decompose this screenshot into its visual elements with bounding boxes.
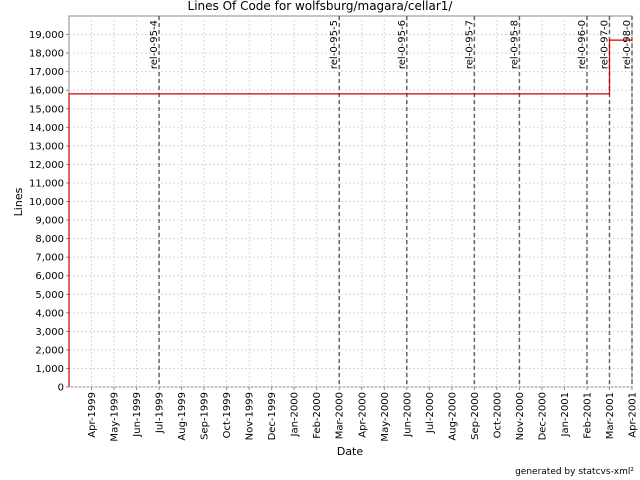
x-tick-label: Jan-2001 (560, 392, 571, 437)
y-tick-label: 0 (58, 383, 64, 394)
x-tick-label: May-1999 (110, 392, 121, 442)
release-label: rel-0-95-4 (149, 20, 160, 69)
x-tick-label: Sep-2000 (470, 392, 481, 440)
x-tick-label: Jul-1999 (155, 392, 166, 434)
x-tick-label: Dec-2000 (537, 392, 548, 440)
x-tick-label: May-2000 (380, 392, 391, 442)
x-tick-label: Mar-2001 (605, 392, 616, 439)
x-tick-label: Apr-2001 (628, 392, 639, 438)
x-tick-label: Jul-2000 (425, 392, 436, 434)
y-tick-label: 5,000 (35, 290, 64, 301)
y-tick-label: 11,000 (29, 178, 64, 189)
x-tick-label: Aug-1999 (177, 392, 188, 441)
data-line (68, 39, 632, 387)
release-label: rel-0-97-0 (599, 20, 610, 69)
y-tick-label: 4,000 (35, 308, 64, 319)
x-tick-label: Oct-1999 (222, 392, 233, 438)
x-axis-label: Date (337, 445, 364, 458)
y-tick-label: 12,000 (29, 160, 64, 171)
x-tick-label: Nov-2000 (515, 392, 526, 440)
release-label: rel-0-96-0 (577, 20, 588, 69)
y-tick-label: 10,000 (29, 197, 64, 208)
release-label: rel-0-95-8 (509, 20, 520, 69)
chart-title: Lines Of Code for wolfsburg/magara/cella… (188, 0, 454, 13)
y-tick-label: 15,000 (29, 104, 64, 115)
y-tick-label: 16,000 (29, 86, 64, 97)
x-tick-label: Apr-1999 (87, 392, 98, 438)
footer: generated by statcvs-xml² (515, 467, 634, 477)
x-tick-label: Jan-2000 (290, 392, 301, 437)
y-axis-label: Lines (12, 187, 25, 216)
y-tick-label: 6,000 (35, 271, 64, 282)
x-tick-label: Sep-1999 (200, 392, 211, 440)
release-label: rel-0-95-5 (329, 20, 340, 69)
release-label: rel-0-95-7 (464, 20, 475, 69)
y-tick-label: 7,000 (35, 253, 64, 264)
y-tick-label: 3,000 (35, 327, 64, 338)
x-tick-label: Oct-2000 (492, 392, 503, 438)
release-label: rel-0-98-0 (622, 20, 633, 69)
x-tick-label: Mar-2000 (335, 392, 346, 439)
x-tick-label: Nov-1999 (245, 392, 256, 440)
x-tick-label: Aug-2000 (447, 392, 458, 441)
x-tick-label: Apr-2000 (357, 392, 368, 438)
x-tick-label: Jun-2000 (402, 392, 413, 438)
y-tick-label: 13,000 (29, 141, 64, 152)
y-tick-label: 8,000 (35, 234, 64, 245)
y-tick-label: 18,000 (29, 49, 64, 60)
y-tick-label: 1,000 (35, 364, 64, 375)
y-tick-label: 9,000 (35, 216, 64, 227)
y-tick-label: 19,000 (29, 30, 64, 41)
x-tick-label: Dec-1999 (267, 392, 278, 440)
x-tick-label: Feb-2000 (312, 392, 323, 439)
y-tick-label: 14,000 (29, 123, 64, 134)
release-label: rel-0-95-6 (397, 20, 408, 69)
y-tick-label: 2,000 (35, 345, 64, 356)
y-tick-label: 17,000 (29, 67, 64, 78)
x-tick-label: Jun-1999 (132, 392, 143, 438)
x-tick-label: Feb-2001 (582, 392, 593, 439)
